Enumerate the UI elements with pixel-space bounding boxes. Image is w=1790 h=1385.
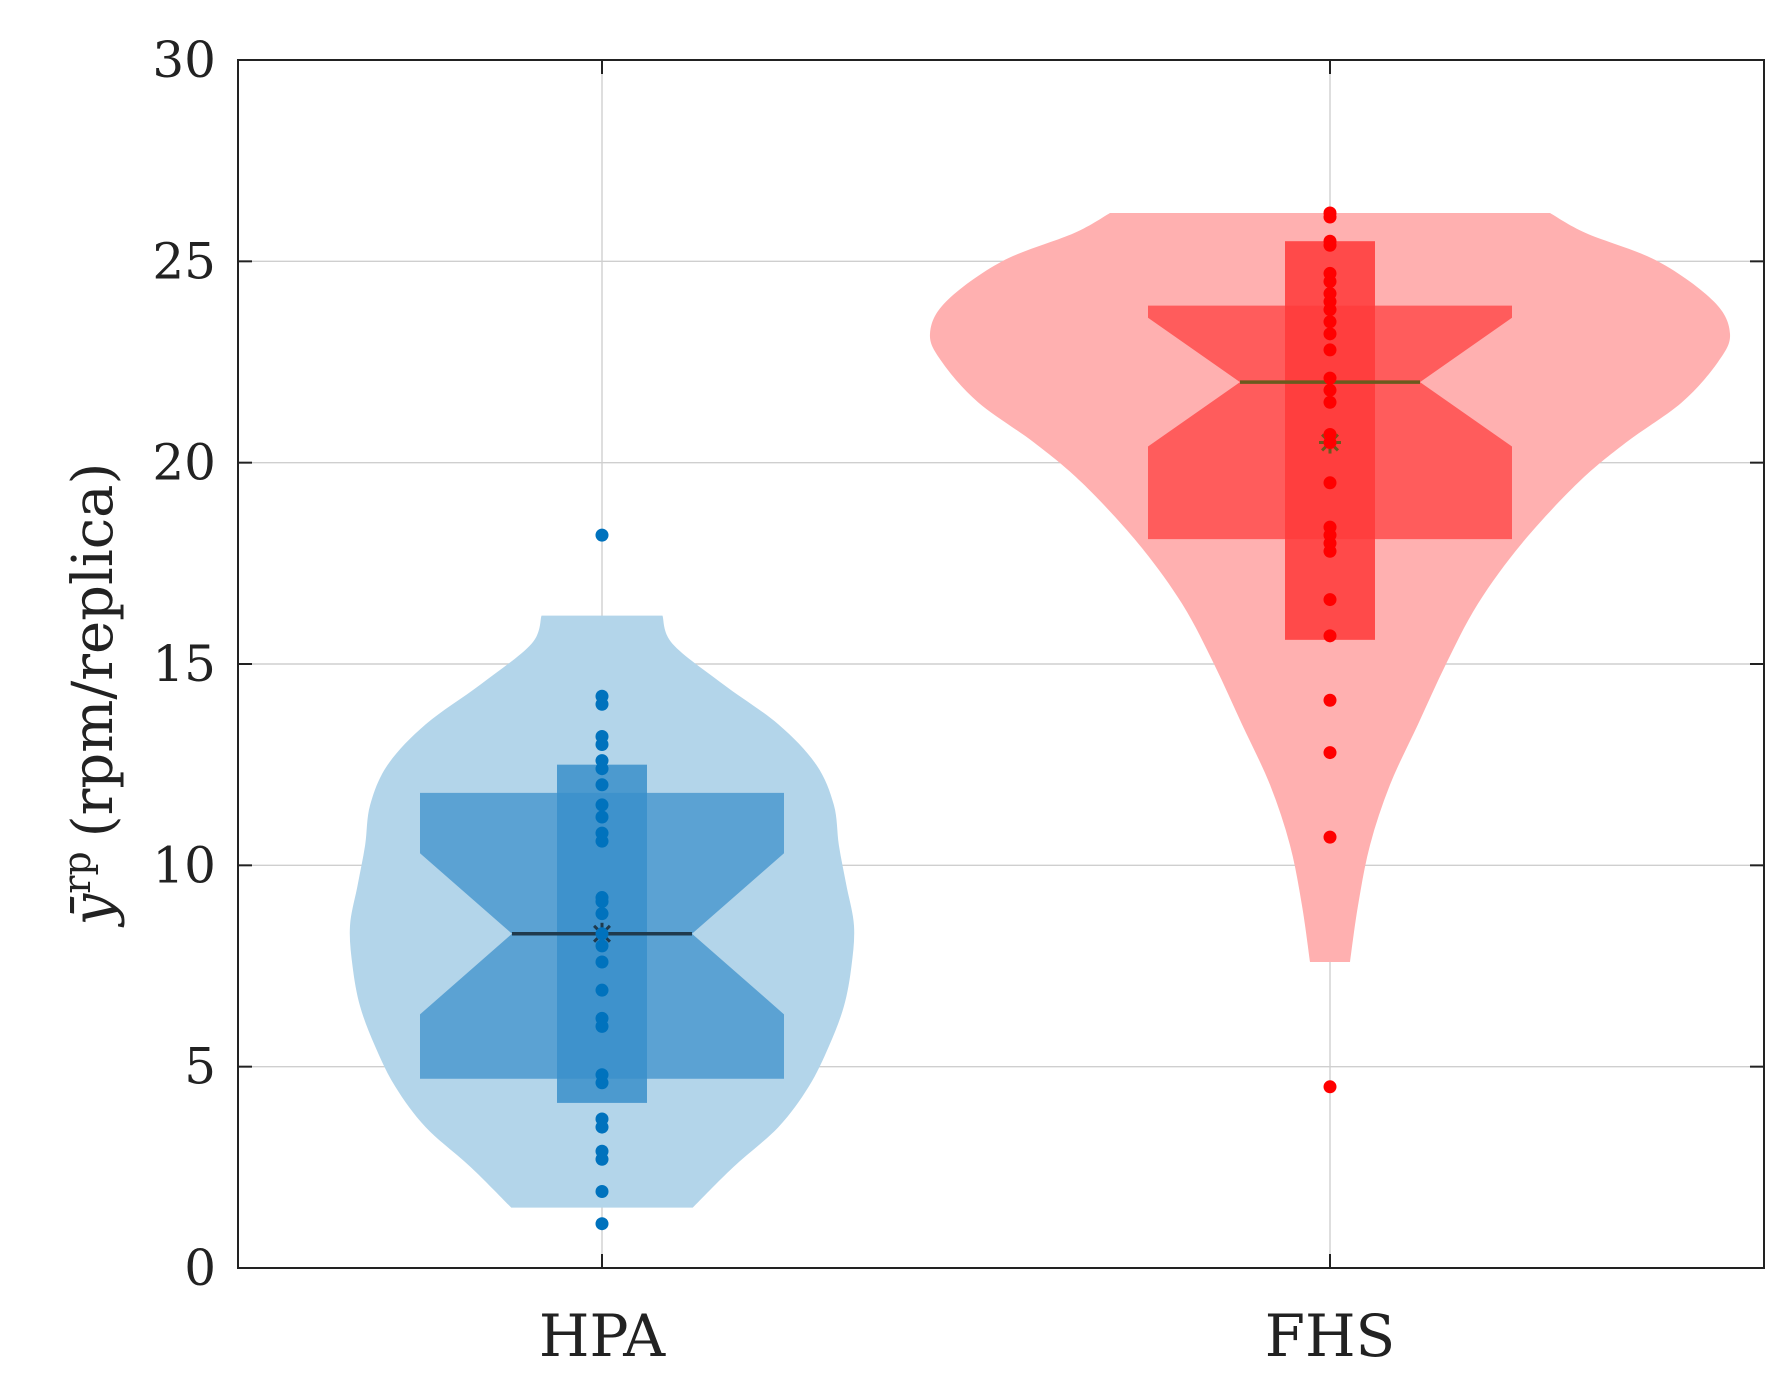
data-point — [595, 1011, 609, 1025]
data-point — [595, 891, 609, 905]
data-point — [595, 1112, 609, 1126]
y-axis-symbol: ȳ — [61, 892, 126, 928]
y-tick-label: 5 — [184, 1038, 216, 1096]
data-point — [1323, 1080, 1337, 1094]
data-point — [1323, 266, 1337, 280]
data-point — [1323, 395, 1337, 409]
y-tick-label: 25 — [152, 232, 216, 290]
y-axis-units: (rpm/replica) — [61, 463, 126, 838]
data-point — [1323, 383, 1337, 397]
data-point — [595, 1144, 609, 1158]
data-point — [1323, 287, 1337, 301]
data-point — [595, 689, 609, 703]
data-point — [1323, 476, 1337, 490]
data-point — [595, 729, 609, 743]
data-point — [595, 826, 609, 840]
data-point — [595, 983, 609, 997]
data-point — [595, 955, 609, 969]
data-point — [1323, 629, 1337, 643]
x-tick-label-fhs: FHS — [1265, 1302, 1396, 1370]
y-axis-label: ȳrp (rpm/replica) — [55, 463, 126, 929]
data-point — [1323, 593, 1337, 607]
x-tick-label-hpa: HPA — [539, 1302, 666, 1370]
data-point — [1323, 234, 1337, 248]
data-point — [595, 810, 609, 824]
data-point — [1323, 343, 1337, 357]
data-point — [595, 754, 609, 768]
y-ticks: 0 5 10 15 20 25 30 — [152, 31, 1764, 1297]
data-point — [1323, 315, 1337, 329]
data-point — [595, 528, 609, 542]
data-point — [595, 778, 609, 792]
data-point — [595, 907, 609, 921]
y-tick-label: 20 — [152, 434, 216, 492]
y-tick-label: 15 — [152, 635, 216, 693]
data-point — [595, 1184, 609, 1198]
y-axis-superscript: rp — [55, 851, 99, 894]
data-point — [1323, 327, 1337, 341]
x-ticks: HPA FHS — [539, 60, 1395, 1370]
data-point — [1323, 520, 1337, 534]
data-points — [595, 206, 1337, 1231]
data-point — [595, 1068, 609, 1082]
y-tick-label: 10 — [152, 836, 216, 894]
data-point — [1323, 830, 1337, 844]
data-point — [595, 927, 609, 941]
data-point — [1323, 371, 1337, 385]
data-point — [1323, 427, 1337, 441]
y-tick-label: 30 — [152, 31, 216, 89]
data-point — [1323, 206, 1337, 220]
data-point — [595, 939, 609, 953]
y-axis-label-text: ȳrp (rpm/replica) — [55, 463, 126, 929]
data-point — [595, 1217, 609, 1231]
data-point — [1323, 693, 1337, 707]
data-point — [595, 798, 609, 812]
y-tick-label: 0 — [184, 1239, 216, 1297]
data-point — [1323, 746, 1337, 760]
